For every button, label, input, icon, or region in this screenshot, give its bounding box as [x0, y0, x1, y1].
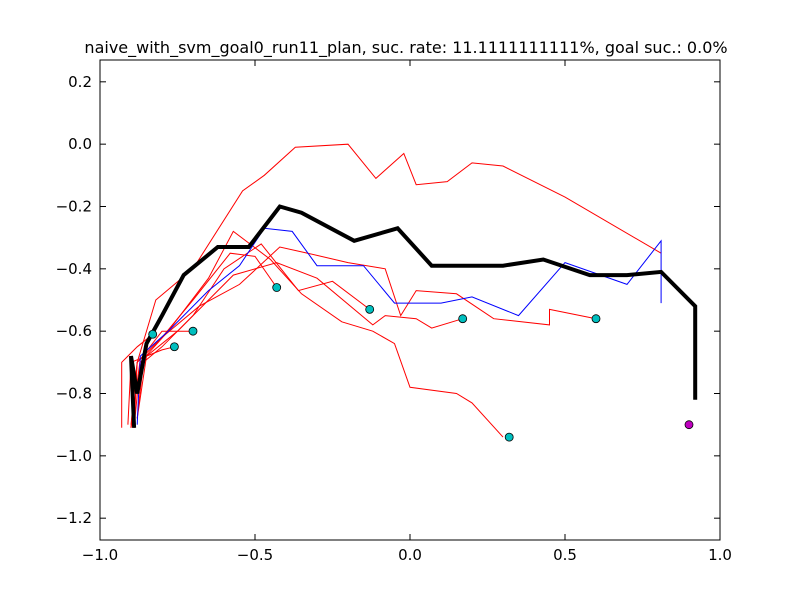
end-point-marker-5: [458, 314, 468, 324]
goal-point-marker: [684, 420, 694, 430]
x-tick-label: 0.5: [553, 546, 577, 564]
x-tick-label: 1.0: [708, 546, 732, 564]
y-tick-label: 0.2: [68, 73, 92, 91]
failed-trajectory-line-2: [133, 143, 662, 428]
end-point-marker-1: [169, 342, 179, 352]
y-tick-label: 0.0: [68, 135, 92, 153]
plot-area: [121, 143, 698, 442]
x-tick-label: −0.5: [237, 546, 273, 564]
chart-title: naive_with_svm_goal0_run11_plan, suc. ra…: [84, 38, 727, 58]
y-tick-label: −1.0: [56, 447, 92, 465]
failed-trajectory-line-3: [136, 262, 463, 419]
y-tick-label: −0.8: [56, 385, 92, 403]
success-trajectory-line-1: [136, 227, 662, 425]
axes: −1.0 −0.5 0.0 0.5 1.0 −1.2 −1.0 −0.8 −0.6 −0.4 −0.…: [56, 59, 732, 564]
end-point-marker-7: [591, 314, 601, 324]
failed-trajectory-line-6: [136, 243, 371, 419]
end-point-marker-6: [504, 432, 514, 442]
failed-trajectory-line-7: [130, 246, 597, 425]
failed-trajectory-line-4: [130, 252, 278, 428]
end-point-marker-0: [148, 329, 158, 339]
end-point-marker-4: [365, 304, 375, 314]
end-point-marker-3: [272, 283, 282, 292]
y-tick-label: −0.6: [56, 322, 92, 340]
plan-trajectory-line-0: [129, 204, 698, 428]
failed-trajectory-line-5: [133, 230, 504, 438]
y-tick-label: −1.2: [56, 509, 92, 527]
failed-trajectory-line-9: [127, 346, 175, 425]
end-point-marker-2: [188, 326, 198, 336]
y-tick-label: −0.4: [56, 260, 92, 278]
x-tick-label: 0.0: [398, 546, 422, 564]
y-tick-label: −0.2: [56, 197, 92, 215]
x-tick-label: −1.0: [82, 546, 118, 564]
failed-trajectory-line-10: [121, 333, 154, 428]
